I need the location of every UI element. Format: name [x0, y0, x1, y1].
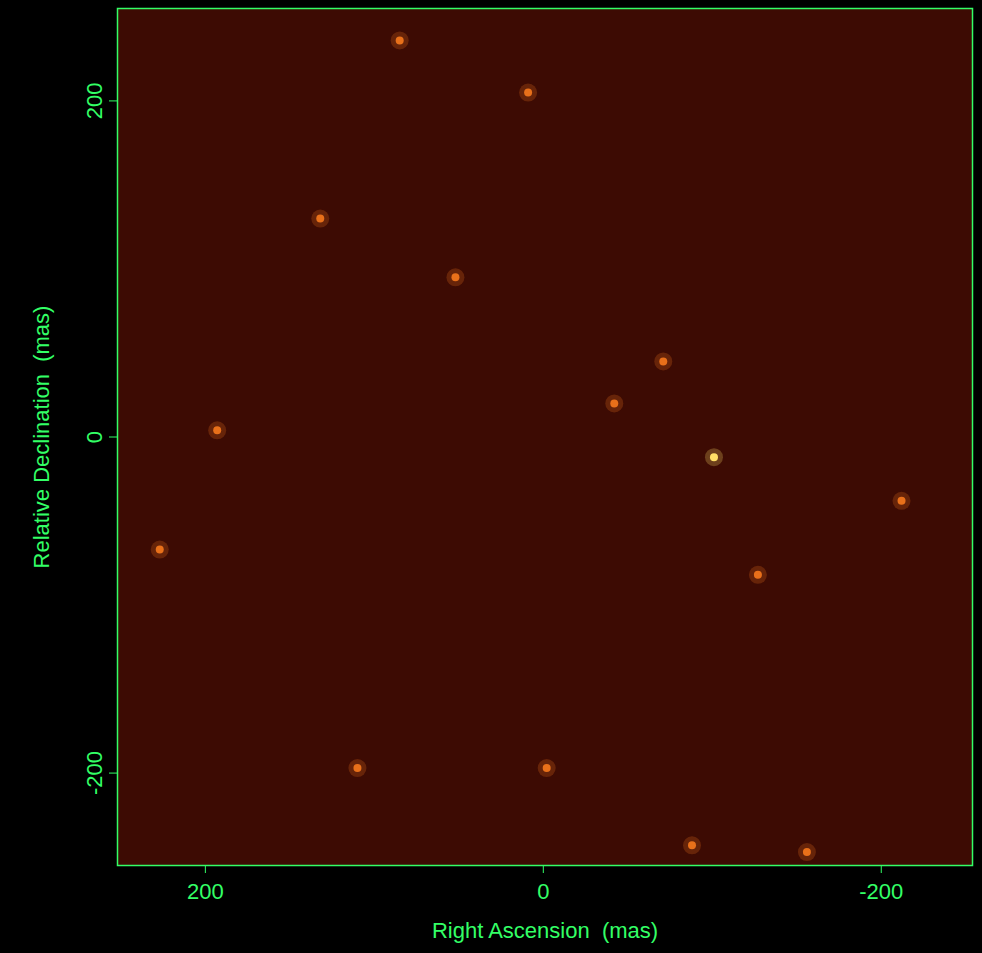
- svg-text:-200: -200: [859, 879, 903, 904]
- svg-text:200: 200: [82, 83, 107, 120]
- svg-text:200: 200: [187, 879, 224, 904]
- svg-text:Right Ascension (mas): Right Ascension (mas): [432, 918, 658, 943]
- svg-text:-200: -200: [82, 751, 107, 795]
- svg-text:0: 0: [82, 431, 107, 443]
- svg-text:0: 0: [537, 879, 549, 904]
- svg-text:Relative Declination (mas): Relative Declination (mas): [29, 306, 54, 569]
